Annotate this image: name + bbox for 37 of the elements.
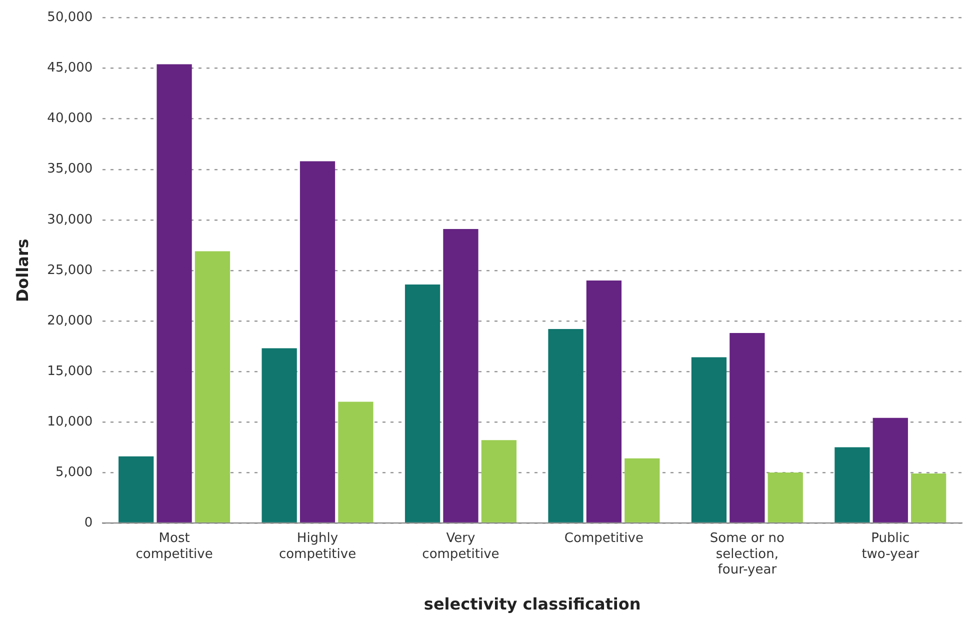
x-tick-label: Very competitive — [422, 531, 500, 562]
y-tick-label: 30,000 — [47, 212, 93, 228]
y-tick-label: 40,000 — [47, 111, 93, 126]
x-tick-label: Highly competitive — [278, 531, 356, 562]
bar — [300, 161, 336, 522]
y-tick-label: 35,000 — [47, 162, 93, 177]
bar — [262, 348, 297, 522]
bar — [834, 447, 870, 522]
x-tick-label: Public two-year — [862, 531, 920, 562]
bar — [118, 456, 154, 522]
y-tick-label: 0 — [84, 515, 93, 530]
x-tick-label: Some or no selection, four-year — [710, 531, 785, 578]
bar — [586, 280, 622, 522]
y-axis-title: Dollars — [12, 238, 32, 302]
x-tick-label: Competitive — [564, 531, 644, 546]
y-tick-label: 5,000 — [55, 464, 93, 480]
bar — [194, 251, 230, 522]
bar — [911, 473, 946, 522]
y-tick-label: 45,000 — [47, 60, 93, 76]
bar — [481, 440, 516, 522]
y-tick-label: 15,000 — [47, 364, 93, 379]
bar — [404, 284, 440, 522]
y-tick-label: 20,000 — [47, 313, 93, 328]
x-axis-title: selectivity classification — [424, 594, 641, 614]
bar — [443, 228, 478, 522]
bar — [730, 333, 765, 522]
bar — [624, 458, 660, 522]
bar — [548, 329, 584, 522]
y-tick-label: 50,000 — [47, 10, 93, 26]
bar — [156, 64, 192, 522]
bar — [338, 402, 374, 522]
y-tick-label: 25,000 — [47, 262, 93, 278]
bar — [768, 472, 803, 522]
bar — [691, 357, 727, 522]
bar — [872, 418, 908, 522]
x-tick-label: Most competitive — [136, 531, 213, 562]
y-tick-label: 10,000 — [47, 414, 93, 430]
